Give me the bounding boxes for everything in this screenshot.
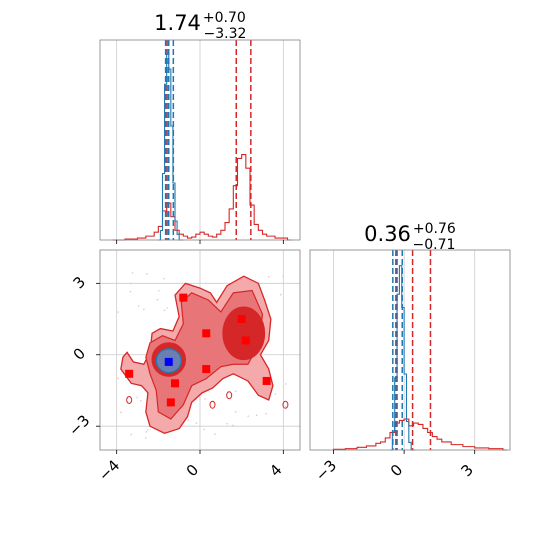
background-sample-point [129, 290, 132, 293]
marginal-x-panel [99, 39, 301, 244]
background-sample-point [163, 277, 165, 280]
contour-island-2 [226, 391, 233, 400]
background-sample-point [282, 275, 284, 278]
background-sample-point [117, 311, 119, 313]
background-sample-point [203, 428, 205, 431]
histogram-red-0 [112, 154, 292, 241]
background-sample-point [145, 437, 147, 439]
marker-red-3 [237, 315, 246, 324]
marginal-y-title-value: 0.36 [364, 222, 411, 246]
contour-island-1 [209, 400, 216, 409]
joint-panel: −4 0 4 −3 0 3 [65, 249, 301, 485]
background-sample-point [129, 282, 132, 285]
background-sample-point [130, 433, 132, 436]
marker-red-7 [166, 398, 175, 407]
marginal-x-title-plus: +0.70 [203, 10, 246, 26]
background-sample-point [267, 275, 270, 278]
marginal-y-title-minus: −0.71 [413, 237, 456, 253]
joint-plot-area [100, 250, 300, 450]
background-sample-point [274, 393, 277, 395]
marginal-x-title-value: 1.74 [154, 11, 201, 35]
background-sample-point [156, 298, 159, 301]
marginal-y-title: 0.36 +0.76 [364, 221, 456, 246]
x-tick-label-marginal-y-0: −3 [312, 456, 340, 484]
marginal-y-panel: −3 0 3 [309, 249, 511, 485]
marker-red-8 [262, 376, 271, 385]
marker-red-1 [179, 293, 188, 302]
background-sample-point [138, 305, 140, 307]
background-sample-point [187, 419, 189, 421]
joint-x-tick-label-2: 4 [266, 461, 285, 480]
background-sample-point [204, 398, 206, 400]
background-sample-point [214, 433, 216, 435]
background-sample-point [247, 415, 250, 417]
background-sample-point [147, 428, 149, 431]
histogram-red-1 [332, 418, 507, 451]
background-sample-point [285, 405, 287, 408]
marginal-x-title-minus: −3.32 [204, 26, 247, 42]
background-sample-point [265, 413, 267, 415]
background-sample-point [143, 308, 145, 311]
background-sample-point [136, 396, 138, 399]
background-sample-point [279, 293, 282, 296]
histogram-blue-0 [158, 53, 184, 241]
marginal-y-title-plus: +0.76 [413, 221, 456, 237]
contour-level-3-right [222, 306, 266, 361]
background-sample-point [226, 422, 228, 425]
background-sample-point [234, 390, 237, 393]
background-sample-point [139, 399, 142, 402]
background-sample-point [285, 383, 287, 385]
background-sample-point [146, 273, 148, 275]
marker-red-5 [171, 379, 179, 388]
marker-red-2 [202, 329, 211, 338]
marginal-x-title: 1.74 +0.70 [154, 10, 246, 35]
background-sample-point [163, 309, 166, 312]
background-sample-point [255, 414, 258, 417]
background-sample-point [234, 410, 237, 413]
background-sample-point [117, 377, 119, 379]
panel-frame-1 [309, 249, 511, 451]
marker-red-6 [202, 365, 211, 374]
marker-blue-0 [164, 357, 173, 366]
background-sample-point [120, 411, 122, 414]
x-tick-label-marginal-y-2: 3 [457, 461, 476, 480]
background-sample-point [166, 307, 168, 309]
background-sample-point [195, 422, 198, 424]
background-sample-point [158, 289, 160, 292]
background-sample-point [232, 424, 234, 427]
contour-island-0 [126, 396, 133, 404]
contour-island-3 [282, 400, 289, 409]
joint-y-tick-label-1: 0 [70, 344, 89, 363]
marker-red-4 [241, 336, 250, 345]
background-sample-point [131, 272, 134, 274]
joint-x-tick-label-1: 0 [183, 461, 202, 480]
joint-y-tick-label-0: −3 [65, 411, 93, 439]
background-sample-point [145, 431, 148, 433]
background-sample-point [199, 397, 201, 400]
joint-y-tick-label-2: 3 [70, 273, 89, 292]
x-tick-label-marginal-y-1: 0 [387, 461, 406, 480]
joint-x-tick-label-0: −4 [95, 456, 123, 484]
marker-red-0 [125, 369, 134, 378]
